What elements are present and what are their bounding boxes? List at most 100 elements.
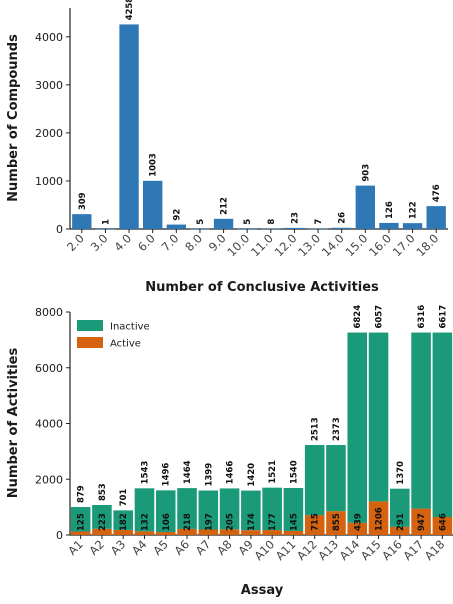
data-label-active: 132 bbox=[140, 513, 150, 531]
data-label: 309 bbox=[78, 192, 88, 210]
data-label-inactive: 6057 bbox=[375, 305, 385, 329]
x-tick-label: A2 bbox=[86, 537, 107, 558]
x-tick-label: 8.0 bbox=[182, 231, 205, 254]
y-axis-title: Number of Activities bbox=[6, 348, 21, 499]
legend-swatch-inactive bbox=[77, 320, 103, 331]
bar-inactive-A1 bbox=[70, 507, 91, 532]
data-label-active: 205 bbox=[226, 513, 236, 531]
data-label-inactive: 2513 bbox=[311, 417, 321, 441]
data-label: 7 bbox=[314, 219, 324, 225]
data-label-active: 947 bbox=[417, 513, 427, 531]
data-label-active: 197 bbox=[204, 513, 214, 531]
bar-inactive-A7 bbox=[198, 490, 219, 530]
bar-17.0 bbox=[402, 223, 423, 229]
compounds-chart: 010002000300040003092.013.042584.010036.… bbox=[6, 0, 448, 295]
x-axis-title: Assay bbox=[241, 583, 284, 598]
bar-inactive-A13 bbox=[326, 445, 346, 512]
x-tick-label: A12 bbox=[294, 537, 320, 563]
x-tick-label: A15 bbox=[358, 537, 384, 563]
x-tick-label: A4 bbox=[129, 537, 150, 558]
x-tick-label: 15.0 bbox=[342, 231, 370, 259]
bar-active-A1 bbox=[70, 531, 91, 535]
bar-inactive-A5 bbox=[155, 490, 176, 533]
bar-inactive-A17 bbox=[411, 332, 431, 509]
legend-label: Active bbox=[110, 339, 141, 350]
x-tick-label: 4.0 bbox=[111, 231, 134, 254]
data-label-active: 145 bbox=[289, 513, 299, 531]
data-label-active: 291 bbox=[396, 513, 406, 531]
data-label: 903 bbox=[361, 164, 371, 182]
x-tick-label: A11 bbox=[273, 537, 299, 563]
bar-active-A2 bbox=[92, 528, 112, 535]
bar-active-A17 bbox=[411, 508, 431, 535]
bar-inactive-A11 bbox=[283, 488, 304, 531]
data-label-active: 125 bbox=[77, 513, 87, 531]
x-tick-label: 12.0 bbox=[272, 231, 300, 259]
data-label-active: 106 bbox=[162, 513, 172, 531]
data-label-active: 174 bbox=[247, 513, 257, 531]
y-tick-label: 0 bbox=[56, 529, 63, 542]
y-axis-title: Number of Compounds bbox=[6, 34, 21, 202]
data-label-active: 715 bbox=[311, 513, 321, 531]
y-tick-label: 6000 bbox=[35, 362, 63, 375]
data-label: 122 bbox=[409, 201, 419, 219]
bar-2.0 bbox=[72, 214, 92, 229]
bar-18.0 bbox=[426, 206, 446, 229]
x-tick-label: 6.0 bbox=[135, 231, 158, 254]
data-label: 92 bbox=[172, 209, 182, 221]
data-label: 1 bbox=[101, 219, 111, 225]
bar-active-A18 bbox=[432, 516, 453, 535]
data-label-inactive: 1521 bbox=[268, 460, 278, 484]
x-tick-label: A6 bbox=[172, 537, 193, 558]
data-label-inactive: 1370 bbox=[396, 461, 406, 485]
x-tick-label: A10 bbox=[251, 537, 277, 563]
bar-12.0 bbox=[284, 227, 305, 229]
bar-inactive-A4 bbox=[134, 488, 155, 532]
bar-active-A10 bbox=[262, 530, 282, 535]
data-label-inactive: 1464 bbox=[183, 460, 193, 484]
data-label: 5 bbox=[243, 219, 253, 225]
data-label: 8 bbox=[267, 219, 277, 225]
bar-13.0 bbox=[308, 228, 328, 230]
bar-active-A5 bbox=[155, 532, 176, 535]
data-label-inactive: 1543 bbox=[140, 461, 150, 485]
x-tick-label: A1 bbox=[65, 537, 86, 558]
x-tick-label: 14.0 bbox=[319, 231, 347, 259]
bar-inactive-A14 bbox=[347, 332, 368, 523]
data-label-inactive: 879 bbox=[77, 485, 87, 503]
data-label-active: 439 bbox=[353, 513, 363, 531]
bar-inactive-A15 bbox=[368, 332, 389, 502]
data-label-inactive: 6316 bbox=[417, 305, 427, 329]
bar-inactive-A12 bbox=[304, 445, 325, 516]
y-tick-label: 2000 bbox=[35, 127, 63, 140]
bar-inactive-A3 bbox=[113, 510, 133, 530]
data-label-inactive: 6617 bbox=[438, 305, 448, 329]
x-tick-label: A17 bbox=[400, 537, 426, 563]
data-label-inactive: 1420 bbox=[247, 463, 257, 487]
data-label: 26 bbox=[338, 212, 348, 224]
data-label: 212 bbox=[220, 197, 230, 215]
bar-inactive-A8 bbox=[219, 488, 240, 530]
bar-active-A4 bbox=[134, 531, 155, 535]
data-label-inactive: 1466 bbox=[226, 461, 236, 485]
data-label: 126 bbox=[385, 201, 395, 219]
bar-6.0 bbox=[143, 180, 163, 229]
bar-active-A16 bbox=[390, 526, 410, 535]
data-label: 1003 bbox=[149, 153, 159, 177]
x-tick-label: 13.0 bbox=[295, 231, 323, 259]
x-tick-label: 18.0 bbox=[413, 231, 441, 259]
bar-4.0 bbox=[119, 24, 139, 229]
data-label-active: 182 bbox=[119, 513, 129, 531]
bar-inactive-A2 bbox=[92, 505, 112, 529]
bar-14.0 bbox=[332, 227, 352, 229]
y-tick-label: 2000 bbox=[35, 473, 63, 486]
x-tick-label: 11.0 bbox=[248, 231, 276, 259]
bar-7.0 bbox=[166, 224, 186, 229]
bar-active-A14 bbox=[347, 522, 368, 535]
data-label-inactive: 1399 bbox=[204, 463, 214, 487]
data-label-active: 855 bbox=[332, 513, 342, 531]
activities-chart: 0 2000 4000 6000 8000 125 879 A1 223 853 A2 182 701 A… bbox=[6, 305, 453, 598]
data-label: 5 bbox=[196, 219, 206, 225]
data-label-inactive: 701 bbox=[119, 489, 129, 507]
bar-15.0 bbox=[355, 185, 375, 229]
